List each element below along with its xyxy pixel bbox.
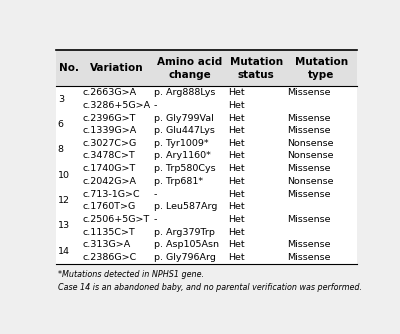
Text: Het
Het: Het Het	[228, 88, 245, 110]
FancyBboxPatch shape	[56, 188, 357, 213]
Text: Missense
Nonsense: Missense Nonsense	[287, 164, 334, 186]
FancyBboxPatch shape	[56, 213, 357, 238]
Text: Mutation
type: Mutation type	[295, 57, 348, 79]
Text: 6: 6	[58, 120, 64, 129]
Text: Missense: Missense	[287, 190, 331, 211]
Text: Het
Het: Het Het	[228, 190, 245, 211]
Text: c.713-1G>C
c.1760T>G: c.713-1G>C c.1760T>G	[82, 190, 140, 211]
Text: p. Gly799Val
p. Glu447Lys: p. Gly799Val p. Glu447Lys	[154, 114, 215, 135]
Text: Het
Het: Het Het	[228, 139, 245, 161]
Text: *Mutations detected in NPHS1 gene.: *Mutations detected in NPHS1 gene.	[58, 270, 204, 279]
FancyBboxPatch shape	[56, 112, 357, 137]
Text: c.1740G>T
c.2042G>A: c.1740G>T c.2042G>A	[82, 164, 136, 186]
Text: 3: 3	[58, 95, 64, 104]
Text: Amino acid
change: Amino acid change	[157, 57, 222, 79]
Text: Missense
Missense: Missense Missense	[287, 114, 331, 135]
FancyBboxPatch shape	[56, 50, 357, 87]
Text: Mutation
status: Mutation status	[230, 57, 283, 79]
Text: No.: No.	[58, 63, 78, 73]
Text: c.3027C>G
c.3478C>T: c.3027C>G c.3478C>T	[82, 139, 137, 161]
Text: -
p. Leu587Arg: - p. Leu587Arg	[154, 190, 217, 211]
Text: 10: 10	[58, 171, 70, 180]
Text: Missense: Missense	[287, 215, 331, 236]
Text: Het
Het: Het Het	[228, 215, 245, 236]
Text: c.2663G>A
c.3286+5G>A: c.2663G>A c.3286+5G>A	[82, 88, 151, 110]
Text: c.313G>A
c.2386G>C: c.313G>A c.2386G>C	[82, 240, 137, 262]
Text: Het
Het: Het Het	[228, 240, 245, 262]
Text: Het
Het: Het Het	[228, 114, 245, 135]
Text: 8: 8	[58, 145, 64, 154]
FancyBboxPatch shape	[56, 162, 357, 188]
Text: c.2396G>T
c.1339G>A: c.2396G>T c.1339G>A	[82, 114, 137, 135]
Text: Nonsense
Nonsense: Nonsense Nonsense	[287, 139, 334, 161]
Text: p. Trp580Cys
p. Trp681*: p. Trp580Cys p. Trp681*	[154, 164, 216, 186]
Text: Missense: Missense	[287, 88, 331, 110]
Text: Het
Het: Het Het	[228, 164, 245, 186]
Text: 12: 12	[58, 196, 70, 205]
Text: p. Asp105Asn
p. Gly796Arg: p. Asp105Asn p. Gly796Arg	[154, 240, 219, 262]
Text: -
p. Arg379Trp: - p. Arg379Trp	[154, 215, 215, 236]
Text: Case 14 is an abandoned baby, and no parental verification was performed.: Case 14 is an abandoned baby, and no par…	[58, 283, 362, 292]
Text: c.2506+5G>T
c.1135C>T: c.2506+5G>T c.1135C>T	[82, 215, 150, 236]
FancyBboxPatch shape	[56, 137, 357, 162]
Text: Variation: Variation	[90, 63, 144, 73]
FancyBboxPatch shape	[56, 87, 357, 112]
Text: p. Tyr1009*
p. Ary1160*: p. Tyr1009* p. Ary1160*	[154, 139, 211, 161]
Text: p. Arg888Lys
-: p. Arg888Lys -	[154, 88, 215, 110]
Text: 13: 13	[58, 221, 70, 230]
FancyBboxPatch shape	[56, 238, 357, 264]
Text: 14: 14	[58, 246, 70, 256]
Text: Missense
Missense: Missense Missense	[287, 240, 331, 262]
